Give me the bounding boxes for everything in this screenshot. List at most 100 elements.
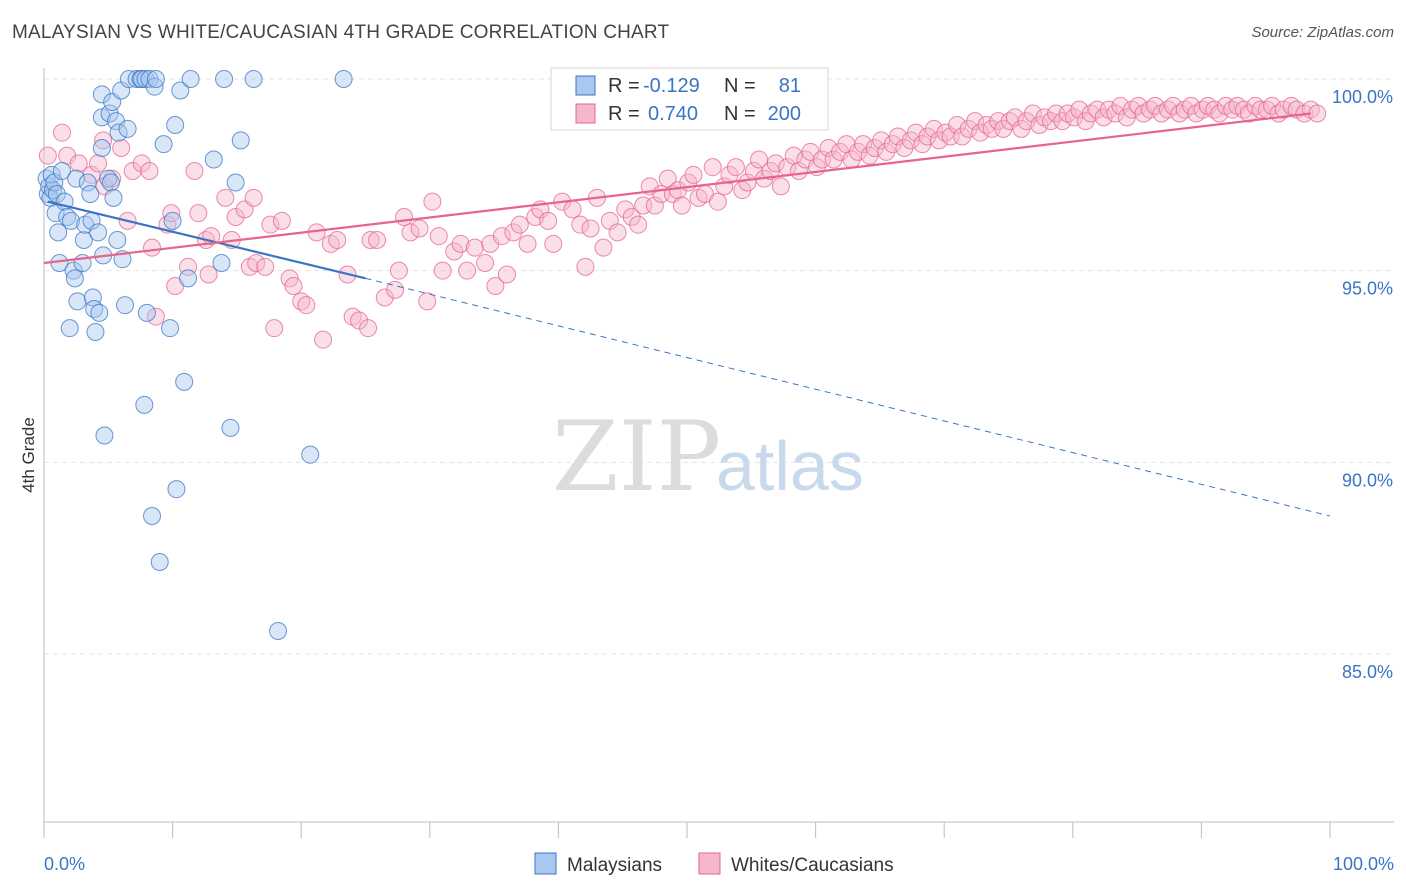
white-caucasian-point [1308, 104, 1327, 123]
white-caucasian-point [994, 119, 1013, 138]
white-caucasian-point [819, 139, 838, 157]
malaysian-point [89, 223, 108, 242]
series-legend: Malaysians Whites/Caucasians [534, 852, 894, 876]
white-caucasian-point [53, 123, 72, 142]
white-caucasian-point [1111, 96, 1130, 115]
y-tick-labels: 100.0% 95.0% 90.0% 85.0% [1332, 87, 1393, 682]
y-tick-label: 95.0% [1342, 279, 1393, 299]
malaysian-point [181, 70, 200, 88]
white-caucasian-point [418, 292, 437, 311]
watermark-zip: ZIP [552, 401, 721, 513]
white-caucasian-point [361, 231, 380, 249]
white-caucasian-point [877, 142, 896, 161]
malaysian-point [150, 553, 169, 571]
malaysian-point [101, 173, 120, 192]
malaysian-point [154, 135, 173, 154]
malaysian-point [108, 231, 127, 249]
white-caucasian-point [1263, 96, 1282, 115]
y-axis-title: 4th Grade [19, 417, 38, 493]
white-caucasian-point [865, 139, 884, 157]
white-caucasian-point [771, 177, 790, 196]
white-caucasian-point [563, 200, 582, 219]
malaysian-point [204, 150, 223, 169]
white-caucasian-point [1070, 100, 1089, 119]
white-caucasian-point [766, 154, 785, 173]
chart-title: MALAYSIAN VS WHITE/CAUCASIAN 4TH GRADE C… [12, 22, 670, 43]
white-caucasian-point [720, 165, 739, 184]
legend-swatch-pink [575, 103, 596, 124]
series-whites-caucasians [38, 96, 1327, 349]
y-tick-label: 90.0% [1342, 470, 1393, 490]
white-caucasian-point [497, 265, 516, 284]
white-caucasian-point [247, 254, 266, 272]
white-caucasian-point [544, 234, 563, 253]
white-caucasian-point [854, 135, 873, 154]
white-caucasian-point [581, 219, 600, 238]
white-caucasian-point [433, 261, 452, 280]
malaysian-point [67, 169, 86, 188]
white-caucasian-point [261, 215, 280, 234]
malaysian-trend-extension [365, 277, 1331, 517]
malaysian-point [171, 81, 190, 100]
malaysian-point [104, 188, 123, 207]
white-caucasian-point [518, 234, 537, 253]
malaysian-point [143, 507, 162, 525]
legend-r-value-2: 0.740 [648, 103, 698, 125]
malaysian-point [64, 261, 83, 280]
white-caucasian-point [959, 119, 978, 138]
white-caucasian-point [359, 319, 378, 338]
legend-r-label-2: R = [608, 103, 640, 125]
malaysian-point [78, 173, 97, 192]
malaysian-point [334, 70, 353, 88]
malaysian-point [95, 426, 114, 445]
y-tick-label: 85.0% [1342, 662, 1393, 682]
white-caucasian-point [199, 265, 218, 284]
legend-n-label-2: N = [724, 103, 756, 125]
malaysian-trend-line [47, 200, 366, 280]
white-caucasian-point [216, 188, 235, 207]
malaysian-point [109, 123, 128, 142]
white-caucasian-point [375, 288, 394, 307]
malaysian-point [92, 139, 111, 157]
malaysian-point [179, 269, 198, 288]
malaysian-point [244, 70, 263, 88]
white-caucasian-point [423, 192, 442, 211]
white-caucasian-point [350, 311, 369, 330]
malaysian-point [60, 319, 79, 338]
white-caucasian-point [244, 188, 263, 207]
malaysian-point [215, 70, 234, 88]
white-caucasian-point [708, 192, 727, 211]
malaysian-point [166, 116, 185, 134]
white-caucasian-point [226, 208, 245, 226]
malaysian-point [167, 480, 186, 499]
series-legend-swatch-whites [698, 852, 721, 875]
watermark: ZIP atlas [552, 401, 864, 513]
white-caucasian-point [429, 227, 448, 246]
malaysian-point [86, 323, 105, 341]
series-malaysians [37, 70, 353, 640]
white-caucasian-point [1164, 96, 1183, 115]
white-caucasian-point [616, 200, 635, 219]
malaysian-point [68, 292, 87, 311]
white-caucasian-point [38, 146, 57, 165]
legend-r-label-1: R = [608, 75, 640, 97]
white-caucasian-point [401, 223, 420, 242]
malaysian-point [47, 185, 66, 203]
malaysian-point [301, 445, 320, 464]
malaysian-point [146, 70, 165, 88]
white-caucasian-point [445, 242, 464, 261]
white-caucasian-point [451, 234, 470, 253]
malaysian-point [65, 269, 84, 288]
white-caucasian-point [1023, 104, 1042, 123]
malaysian-point [62, 211, 81, 230]
white-caucasian-point [1005, 108, 1024, 127]
white-caucasian-point [486, 277, 505, 295]
malaysian-point [53, 162, 72, 180]
white-caucasian-point [738, 173, 757, 192]
source-label: Source: ZipAtlas.com [1251, 24, 1394, 41]
malaysian-point [221, 418, 240, 437]
white-caucasian-point [386, 280, 405, 299]
malaysian-point [135, 395, 154, 414]
white-caucasian-point [629, 215, 648, 234]
